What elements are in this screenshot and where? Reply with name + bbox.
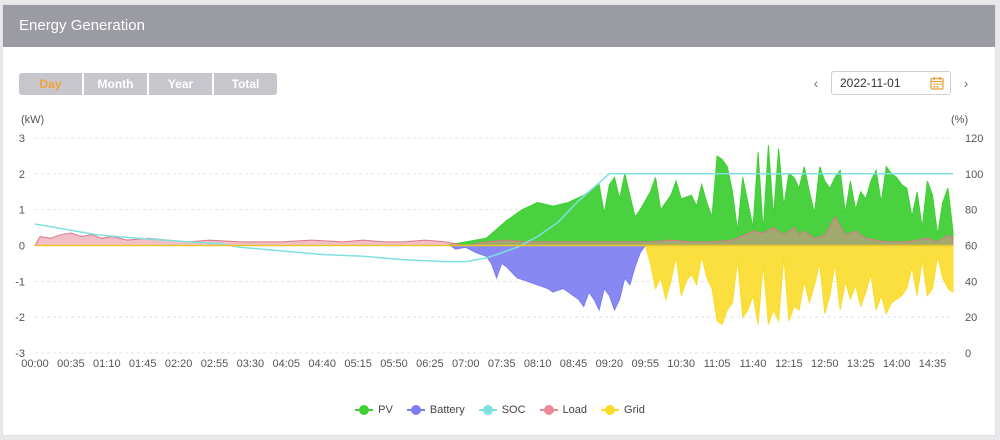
legend-item-grid[interactable]: Grid [601,404,645,416]
date-value: 2022-11-01 [840,76,901,90]
x-tick-label: 10:30 [667,358,695,370]
y-tick-right: 20 [965,312,977,324]
x-tick-label: 07:35 [488,358,516,370]
y-tick-left: 2 [19,169,25,181]
x-tick-label: 11:05 [704,358,731,370]
x-tick-label: 05:50 [380,358,408,370]
legend-item-load[interactable]: Load [539,404,588,416]
tab-month[interactable]: Month [84,73,147,95]
energy-generation-panel: Energy Generation Day Month Year Total ‹… [2,4,996,436]
chart-legend: PV Battery SOC Load Grid [3,404,997,416]
date-picker[interactable]: 2022-11-01 [831,71,951,95]
series-battery-area [35,245,953,312]
legend-label: PV [378,404,393,416]
y-tick-left: -2 [15,312,25,324]
legend-item-soc[interactable]: SOC [478,404,526,416]
legend-label: Grid [624,404,645,416]
legend-item-pv[interactable]: PV [355,404,393,416]
y-tick-right: 120 [965,133,983,145]
tab-day[interactable]: Day [19,73,82,95]
calendar-icon[interactable] [930,76,944,90]
x-tick-label: 01:10 [93,358,121,370]
x-tick-label: 02:20 [165,358,193,370]
y-tick-right: 0 [965,348,971,360]
next-date-button[interactable]: › [963,75,969,91]
series-load-area [34,215,954,247]
y-tick-right: 60 [965,241,977,253]
x-tick-label: 00:35 [57,358,85,370]
legend-label: SOC [501,404,526,416]
legend-swatch [355,405,374,415]
x-tick-label: 14:00 [883,358,911,370]
legend-swatch [539,405,558,415]
x-tick-label: 02:55 [201,358,229,370]
x-tick-label: 06:25 [416,358,444,370]
tab-year[interactable]: Year [149,73,212,95]
y-tick-left: 1 [19,205,25,217]
x-tick-label: 13:25 [847,358,875,370]
y-tick-left: 3 [19,133,25,145]
x-tick-label: 09:20 [596,358,624,370]
x-tick-label: 03:30 [237,358,265,370]
prev-date-button[interactable]: ‹ [813,75,819,91]
y-tick-left: -3 [15,348,25,360]
legend-label: Load [562,404,588,416]
x-tick-label: 14:35 [919,358,947,370]
legend-swatch [601,405,620,415]
date-navigator: ‹ 2022-11-01 › [807,71,975,95]
y-tick-right: 40 [965,276,977,288]
x-tick-label: 12:50 [811,358,839,370]
x-tick-label: 04:40 [308,358,336,370]
x-tick-label: 07:00 [452,358,480,370]
x-tick-label: 00:00 [21,358,49,370]
x-tick-label: 12:15 [775,358,803,370]
energy-chart: -3 -2 -1 0 1 2 3 0 20 40 60 80 100 120 (kW) (%) 00:00 00:… [15,114,983,370]
legend-swatch [406,405,425,415]
x-tick-label: 09:55 [632,358,660,370]
series-soc-line [34,173,953,263]
legend-item-battery[interactable]: Battery [406,404,465,416]
tab-total[interactable]: Total [214,73,277,95]
x-tick-label: 08:45 [560,358,588,370]
y-tick-right: 80 [965,205,977,217]
y-axis-label-left: (kW) [21,114,44,126]
y-axis-label-right: (%) [951,114,968,126]
x-tick-label: 01:45 [129,358,157,370]
y-tick-left: -1 [15,276,25,288]
y-tick-left: 0 [19,241,25,253]
x-tick-label: 04:05 [273,358,301,370]
legend-swatch [478,405,497,415]
x-tick-label: 05:15 [344,358,372,370]
x-tick-label: 11:40 [740,358,767,370]
panel-title: Energy Generation [3,5,995,47]
x-tick-label: 08:10 [524,358,552,370]
legend-label: Battery [429,404,465,416]
series-grid-area [35,245,954,326]
y-tick-right: 100 [965,169,983,181]
period-tabs: Day Month Year Total [19,73,279,95]
series-pv-area [35,145,954,246]
